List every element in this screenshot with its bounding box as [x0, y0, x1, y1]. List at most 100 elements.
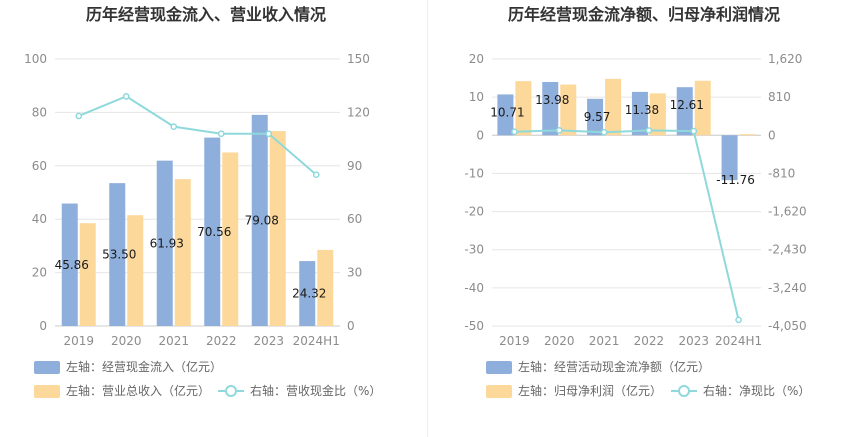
chart2-x-tick: 2021	[589, 334, 620, 348]
chart1-legend-label: 右轴：营收现金比（%）	[250, 383, 381, 398]
chart2-bar-b	[694, 80, 711, 136]
chart2-line-point	[735, 316, 742, 324]
chart2-bar-a	[542, 81, 559, 136]
chart2-y-right-tick: -3,240	[768, 281, 807, 295]
chart2-x-tick: 2020	[544, 334, 575, 348]
chart2-legend-label: 左轴：经营活动现金流净额（亿元）	[518, 359, 710, 374]
chart2-y-right-tick: -1,620	[768, 205, 807, 219]
chart1-bar-b	[174, 179, 191, 326]
chart1-data-label: 24.32	[292, 287, 326, 301]
chart1-bar-b	[79, 223, 96, 326]
chart2-line-point	[555, 126, 563, 134]
chart2-y-left-tick: -20	[464, 205, 484, 219]
chart1-line-point	[217, 130, 225, 138]
chart1-data-label: 53.50	[102, 248, 136, 262]
chart1-y-right-tick: 150	[347, 52, 370, 66]
chart1-bar-b	[127, 215, 144, 326]
chart1-legend-marker	[225, 385, 237, 397]
chart2-data-label: 11.38	[625, 103, 659, 117]
chart2-title: 历年经营现金流净额、归母净利润情况	[508, 5, 780, 24]
chart2-legend-swatch	[486, 361, 512, 374]
chart1-line-point	[170, 123, 178, 130]
chart1-data-label: 79.08	[245, 213, 279, 227]
chart1-legend-label: 左轴：营业总收入（亿元）	[66, 383, 210, 398]
chart1-y-right-tick: 60	[347, 212, 362, 226]
chart2-x-tick: 2023	[678, 334, 709, 348]
chart1-y-left-tick: 40	[32, 212, 47, 226]
chart2-data-label: 12.61	[670, 98, 704, 112]
chart1-data-label: 61.93	[150, 236, 184, 250]
chart2-bar-b	[515, 81, 532, 136]
chart1-data-label: 45.86	[55, 258, 89, 272]
chart2-bar-b	[560, 84, 577, 136]
chart2-data-label: -11.76	[716, 173, 755, 187]
chart1-bar-b	[317, 249, 334, 326]
chart1-legend-swatch	[34, 385, 60, 398]
chart2-x-tick: 2019	[499, 334, 530, 348]
chart1-bar-a	[299, 261, 316, 326]
chart1-y-left-tick: 0	[39, 319, 47, 333]
chart2-data-label: 10.71	[490, 105, 524, 119]
chart1-x-tick: 2020	[111, 334, 142, 348]
chart2-bar-a	[721, 135, 738, 181]
chart2-y-left-tick: -30	[464, 243, 484, 257]
chart2-y-left-tick: -50	[464, 319, 484, 333]
chart1-y-right-tick: 120	[347, 105, 370, 119]
chart2-bar-a	[631, 91, 648, 136]
chart2-data-label: 9.57	[584, 110, 611, 124]
chart2-bar-b	[605, 78, 622, 136]
chart1-x-tick: 2024H1	[293, 334, 340, 348]
chart2-y-left-tick: 20	[469, 52, 484, 66]
chart2-x-tick: 2024H1	[715, 334, 762, 348]
chart2-bar-a	[497, 94, 514, 136]
panel-divider	[427, 0, 428, 437]
chart1-legend-swatch	[34, 361, 60, 374]
chart2-y-right-tick: 0	[768, 128, 776, 142]
chart1-x-tick: 2019	[63, 334, 94, 348]
chart2-y-right-tick: -2,430	[768, 243, 807, 257]
chart1-y-left-tick: 20	[32, 266, 47, 280]
chart2-line-series	[514, 129, 740, 321]
chart2-bar-b	[739, 134, 756, 136]
chart2-line-point	[600, 128, 608, 136]
chart1-line-point	[75, 112, 83, 120]
chart2-line-point	[511, 128, 518, 136]
chart2-y-left-tick: 10	[469, 90, 484, 104]
chart1-bar-a	[109, 183, 126, 326]
chart2-line-point	[690, 127, 698, 135]
chart1-bar-a	[61, 203, 78, 326]
chart2-legend-swatch	[486, 385, 512, 398]
chart2-legend-label: 右轴：净现比（%）	[703, 383, 810, 398]
chart1-y-right-tick: 30	[347, 266, 362, 280]
chart1-line-point	[265, 130, 273, 138]
chart2-y-right-tick: -810	[768, 166, 795, 180]
chart2-y-right-tick: -4,050	[768, 319, 807, 333]
chart1-x-tick: 2023	[253, 334, 284, 348]
chart1-y-right-tick: 0	[347, 319, 355, 333]
chart2-y-left-tick: 0	[476, 128, 484, 142]
chart1-bar-b	[222, 152, 239, 326]
chart1-y-right-tick: 90	[347, 159, 362, 173]
chart2-data-label: 13.98	[535, 93, 569, 107]
chart2-y-right-tick: 810	[768, 90, 791, 104]
chart1-line-point	[122, 93, 130, 100]
chart2-y-right-tick: 1,620	[768, 52, 802, 66]
chart1-legend-label: 左轴：经营现金流入（亿元）	[66, 359, 222, 374]
chart1-x-tick: 2021	[158, 334, 189, 348]
chart1-title: 历年经营现金流入、营业收入情况	[86, 5, 326, 24]
chart2-bar-b	[649, 93, 666, 136]
chart2-x-tick: 2022	[634, 334, 665, 348]
chart1-y-left-tick: 60	[32, 159, 47, 173]
chart2-legend-label: 左轴：归母净利润（亿元）	[518, 383, 662, 398]
chart1-x-tick: 2022	[206, 334, 237, 348]
chart2-bar-a	[676, 87, 693, 136]
chart1-line-point	[312, 171, 320, 179]
chart1-y-left-tick: 80	[32, 105, 47, 119]
chart1-data-label: 70.56	[197, 225, 231, 239]
chart2-bar-a	[587, 98, 604, 136]
chart2-line-point	[645, 127, 653, 134]
chart1-line-series	[78, 95, 317, 176]
chart2-y-left-tick: -40	[464, 281, 484, 295]
chart1-bar-a	[156, 160, 173, 326]
